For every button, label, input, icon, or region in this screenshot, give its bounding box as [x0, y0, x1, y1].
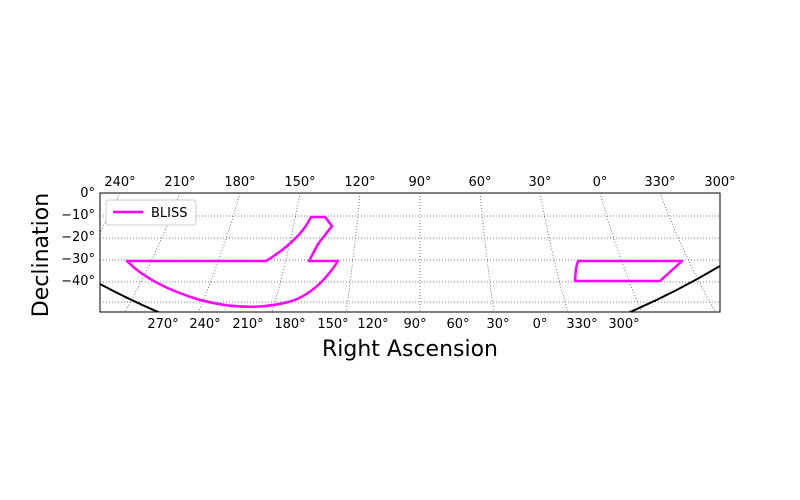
bottom-ra-tick-labels: 270° 240° 210° 180° 150° 120° 90° 60° 30° 0° 330° 3… — [147, 317, 639, 332]
bottom-ra-tick-label: 300° — [608, 317, 639, 332]
top-ra-tick-label: 60° — [468, 175, 491, 190]
dec-tick-label: −10° — [61, 208, 95, 223]
top-ra-tick-label: 150° — [284, 175, 315, 190]
bottom-ra-tick-label: 150° — [317, 317, 348, 332]
plot-frame — [99, 192, 721, 313]
dec-tick-label: −20° — [61, 230, 95, 245]
top-ra-tick-label: 240° — [104, 175, 135, 190]
top-ra-tick-label: 90° — [408, 175, 431, 190]
bottom-ra-tick-label: 240° — [189, 317, 220, 332]
bottom-ra-tick-label: 180° — [274, 317, 305, 332]
bottom-ra-tick-label: 30° — [486, 317, 509, 332]
ra-grid-line — [719, 193, 720, 194]
top-ra-tick-label: 300° — [704, 175, 735, 190]
top-ra-tick-label: 120° — [344, 175, 375, 190]
dec-tick-label: 0° — [80, 186, 95, 201]
x-axis-title: Right Ascension — [322, 337, 498, 362]
bliss-footprint — [125, 215, 684, 308]
legend-label: BLISS — [151, 206, 188, 221]
top-ra-tick-label: 0° — [593, 175, 608, 190]
top-ra-tick-labels: 240° 210° 180° 150° 120° 90° 60° 30° 0° 330° 300° — [104, 175, 735, 190]
dec-tick-label: −30° — [61, 252, 95, 267]
dec-tick-label: −40° — [61, 274, 95, 289]
y-axis-title: Declination — [29, 193, 54, 317]
legend: BLISS — [105, 199, 197, 226]
bottom-ra-tick-label: 120° — [357, 317, 388, 332]
top-ra-tick-label: 30° — [528, 175, 551, 190]
top-ra-tick-label: 330° — [644, 175, 675, 190]
bottom-ra-tick-label: 270° — [147, 317, 178, 332]
top-ra-tick-label: 180° — [224, 175, 255, 190]
ra-grid-line — [539, 193, 568, 312]
ra-grid-line — [272, 193, 301, 312]
dec-tick-labels: 0° −10° −20° −30° −40° — [61, 186, 95, 289]
bliss-east-polygon — [573, 259, 684, 283]
bottom-ra-tick-label: 330° — [566, 317, 597, 332]
ra-grid-line — [198, 193, 241, 312]
ra-grid-line — [345, 193, 361, 312]
bottom-ra-tick-label: 90° — [403, 317, 426, 332]
sky-boundary — [100, 265, 720, 312]
legend-box — [105, 199, 197, 226]
bliss-west-polygon — [125, 215, 340, 308]
top-ra-tick-label: 210° — [164, 175, 195, 190]
bottom-ra-tick-label: 0° — [533, 317, 548, 332]
ra-grid-line — [599, 193, 642, 312]
bottom-ra-tick-label: 60° — [446, 317, 469, 332]
ra-grid-line — [479, 193, 495, 312]
bottom-ra-tick-label: 210° — [232, 317, 263, 332]
